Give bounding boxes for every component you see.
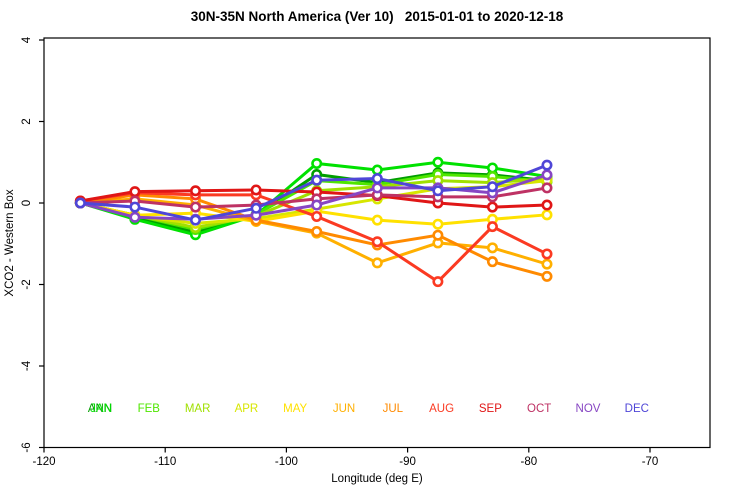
- x-tick-label: -100: [275, 456, 298, 468]
- data-point: [311, 174, 323, 186]
- y-tick-label: 4: [21, 36, 33, 43]
- data-point: [129, 186, 141, 198]
- data-point: [190, 185, 202, 197]
- legend-label-sep: SEP: [479, 403, 502, 415]
- data-point: [432, 156, 444, 168]
- legend-label-may: MAY: [283, 403, 307, 415]
- y-tick-label: -2: [21, 279, 33, 289]
- data-point: [541, 248, 553, 260]
- legend-label-apr: APR: [235, 403, 259, 415]
- data-point: [486, 201, 498, 213]
- y-tick-label: -6: [21, 442, 33, 452]
- data-point: [129, 211, 141, 223]
- legend-label-ann: ANN: [88, 403, 112, 415]
- x-tick-label: -110: [154, 456, 176, 468]
- legend-label-dec: DEC: [625, 403, 649, 415]
- data-point: [432, 229, 444, 241]
- series-dec: [74, 159, 553, 226]
- data-point: [486, 162, 498, 174]
- data-point: [371, 214, 383, 226]
- data-point: [541, 169, 553, 181]
- data-point: [432, 276, 444, 288]
- data-point: [129, 201, 141, 213]
- data-point: [486, 242, 498, 254]
- legend-label-jan: JAN: [90, 403, 112, 415]
- x-tick-label: -70: [642, 456, 659, 468]
- legend-label-mar: MAR: [185, 403, 211, 415]
- data-point: [541, 258, 553, 270]
- data-point: [311, 210, 323, 222]
- y-tick-label: -4: [21, 360, 33, 371]
- plot-box: [43, 37, 711, 449]
- data-point: [311, 199, 323, 211]
- y-tick-label: 0: [21, 200, 33, 206]
- y-tick-label: 2: [21, 118, 33, 124]
- data-point: [311, 226, 323, 238]
- chart-title: 30N-35N North America (Ver 10) 2015-01-0…: [190, 9, 564, 24]
- legend-label-nov: NOV: [576, 403, 601, 415]
- data-point: [432, 218, 444, 230]
- data-point: [250, 184, 262, 196]
- x-axis-title: Longitude (deg E): [331, 473, 423, 485]
- data-point: [432, 185, 444, 197]
- data-point: [541, 199, 553, 211]
- data-point: [541, 270, 553, 282]
- legend-label-jun: JUN: [333, 403, 355, 415]
- data-point: [250, 202, 262, 214]
- legend-label-jul: JUL: [383, 403, 404, 415]
- data-point: [190, 214, 202, 226]
- data-point: [486, 256, 498, 268]
- legend-label-feb: FEB: [138, 403, 161, 415]
- data-point: [371, 164, 383, 176]
- data-point: [371, 236, 383, 248]
- y-axis-title: XCO2 - Western Box: [4, 189, 16, 297]
- data-point: [190, 201, 202, 213]
- data-point: [486, 221, 498, 233]
- data-point: [486, 181, 498, 193]
- data-point: [311, 157, 323, 169]
- x-tick-label: -120: [32, 456, 55, 468]
- data-point: [541, 159, 553, 171]
- x-tick-label: -80: [520, 456, 537, 468]
- data-point: [74, 197, 86, 209]
- x-tick-label: -90: [399, 456, 416, 468]
- data-point: [541, 182, 553, 194]
- data-point: [371, 173, 383, 185]
- data-point: [371, 182, 383, 194]
- data-point: [371, 257, 383, 269]
- data-point: [541, 209, 553, 221]
- legend-label-oct: OCT: [527, 403, 551, 415]
- legend-label-aug: AUG: [429, 403, 454, 415]
